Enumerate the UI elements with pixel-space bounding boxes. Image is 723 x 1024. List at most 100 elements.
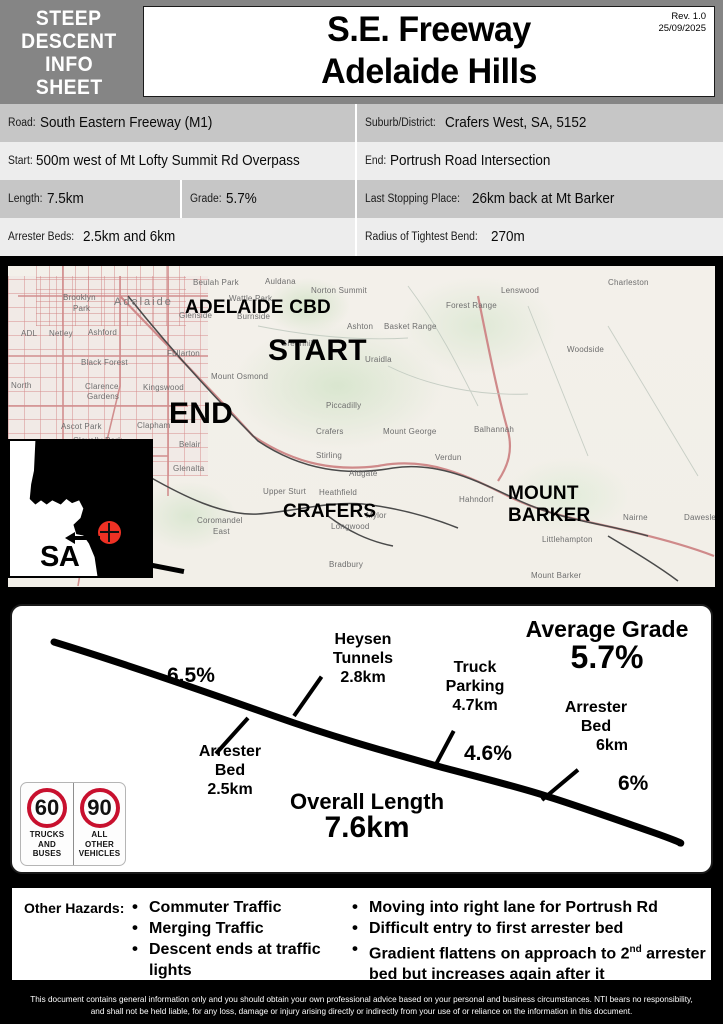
footer-disclaimer: This document contains general informati… [0,986,723,1024]
map-place-label: Mount Barker [531,571,582,580]
hazards-box: Other Hazards: • Commuter Traffic • Merg… [12,888,711,983]
map-place-label: Forest Range [446,301,497,310]
hazard-text: Gradient flattens on approach to 2nd arr… [369,944,706,984]
cell-arrester-beds-label: Arrester Beds: [8,231,75,243]
hazard-text: Merging Traffic [149,920,264,937]
hazards-panel: Other Hazards: • Commuter Traffic • Merg… [0,882,723,986]
cell-suburb: Suburb/District: Crafers West, SA, 5152 [357,104,723,142]
page-header: STEEP DESCENT INFO SHEET S.E. Freeway Ad… [0,0,723,104]
arrester-bed-1-line3: 2.5km [207,781,253,798]
map-place-label: Brooklyn [63,293,96,302]
cell-road: Road: South Eastern Freeway (M1) [0,104,357,142]
speed-limit-90-caption: ALL OTHER VEHICLES [79,830,121,859]
cell-end-label: End: [365,155,387,167]
map-place-label: Dawesley [684,513,716,522]
speed-limit-other: 90 ALL OTHER VEHICLES [73,783,125,865]
map-place-label: Greenhill [281,339,315,348]
map-callout-crafers: CRAFERS [283,501,377,522]
map-callout-adelaide-cbd: ADELAIDE CBD [185,297,331,318]
arrester-bed-2-line3: 6km [595,737,629,754]
route-info-table: Road: South Eastern Freeway (M1) Suburb/… [0,104,723,256]
overall-length-value: 7.6km [324,811,410,844]
table-row: Arrester Beds: 2.5km and 6km Radius of T… [0,218,723,256]
map-place-label: Mylor [366,511,387,520]
map-place-label: Bradbury [329,560,364,569]
map-place-label: Longwood [331,522,370,531]
map-place-label: Mount Osmond [211,372,269,381]
map-panel: Brooklyn Park Adelaide Beulah Park Auldana No… [0,256,723,815]
map-place-label: Coromandel [197,516,243,525]
map-place-label: Woodside [567,345,605,354]
map-place-label: Belair [179,440,201,449]
cell-suburb-label: Suburb/District: [365,117,436,129]
table-row: Start: 500m west of Mt Lofty Summit Rd O… [0,142,723,180]
caption-line: VEHICLES [78,849,121,858]
caption-line: TRUCKS [29,830,65,839]
overall-length-title: Overall Length [289,789,445,814]
map-place-label: Ashton [347,322,374,331]
map-place-label: Auldana [265,277,296,286]
map-place-label: Glenalta [173,464,205,473]
revision-date: 25/09/2025 [658,22,706,34]
sa-state-shape [29,441,151,576]
map-place-label: Upper Sturt [263,487,307,496]
grade-label-3: 6% [618,772,649,795]
inset-label: SA [40,541,80,573]
map-place-label: Ashford [88,328,117,337]
map-callout-mount: MOUNT [508,483,579,504]
map-place-label: Park [73,304,91,313]
map-place-label: Stirling [316,451,343,460]
map-place-label: Clarence [85,382,119,391]
bullet-icon: • [352,939,358,958]
hazards-column-2: • Moving into right lane for Portrush Rd… [352,895,711,983]
map-place-label: Balhannah [474,425,515,434]
brand-line-2: DESCENT [21,30,117,53]
page-subtitle: Adelaide Hills [321,52,537,91]
map-place-label: Beulah Park [193,278,239,287]
cell-arrester-beds: Arrester Beds: 2.5km and 6km [0,218,357,256]
map-place-label: Aldgate [349,469,378,478]
cell-grade: Grade: 5.7% [182,180,357,218]
caption-line: AND [38,839,56,849]
map-place-label: Heathfield [319,488,358,497]
cell-start: Start: 500m west of Mt Lofty Summit Rd O… [0,142,357,180]
cell-grade-value: 5.7% [226,191,257,207]
cell-start-value: 500m west of Mt Lofty Summit Rd Overpass [36,153,301,169]
brand-line-3: INFO [44,53,93,76]
speed-limit-trucks: 60 TRUCKS AND BUSES [21,783,73,865]
cell-grade-label: Grade: [190,193,222,205]
table-row: Length: 7.5km Grade: 5.7% Last Stopping … [0,180,723,218]
heysen-line2: Tunnels [332,650,394,667]
feature-arrester-bed-2: Arrester Bed 6km [540,698,652,755]
cell-length-label: Length: [8,193,43,205]
speed-limit-60-icon: 60 [27,788,67,828]
map-callout-end: END [169,397,233,430]
map-place-label: Uraidla [365,355,392,364]
map-place-label: Wattle Park [229,294,273,303]
list-item: • Commuter Traffic [132,897,352,918]
map-place-label: Lenswood [501,286,540,295]
hazard-text: Commuter Traffic [149,899,282,916]
feature-truck-parking: Truck Parking 4.7km [429,658,521,715]
hazards-title: Other Hazards: [24,900,125,916]
map-place-label: Clapham [137,421,171,430]
inset-arrow-icon [65,532,100,544]
map-place-label: Burnside [237,312,271,321]
map-place-label: Basket Range [384,322,437,331]
bullet-icon: • [132,939,138,958]
list-item: • Merging Traffic [132,918,352,939]
brand-block: STEEP DESCENT INFO SHEET [0,0,138,104]
truck-parking-line1: Truck [453,659,497,676]
heysen-line3: 2.8km [340,669,386,686]
revision-number: Rev. 1.0 [671,11,706,22]
title-box: S.E. Freeway Adelaide Hills Rev. 1.0 25/… [143,6,715,97]
caption-line: OTHER [84,839,114,849]
page-title: S.E. Freeway [327,10,531,49]
map-place-label: Fullarton [167,349,200,358]
list-item: • Descent ends at traffic lights [132,939,352,981]
bullet-icon: • [352,918,358,937]
cell-last-stopping-place: Last Stopping Place: 26km back at Mt Bar… [357,180,723,218]
caption-line: BUSES [32,849,62,858]
list-item: • Gradient flattens on approach to 2nd a… [352,939,711,985]
feature-arrester-bed-1: Arrester Bed 2.5km [175,742,285,799]
